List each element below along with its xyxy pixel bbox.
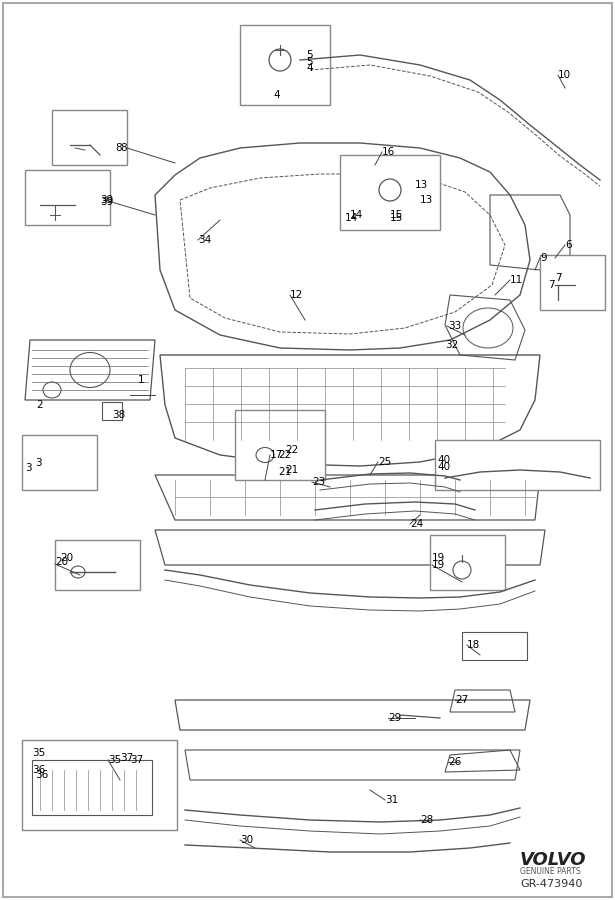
Text: 8: 8 (115, 143, 122, 153)
Text: 38: 38 (112, 410, 125, 420)
Text: 33: 33 (448, 321, 461, 331)
Text: 34: 34 (198, 235, 211, 245)
Text: 15: 15 (390, 210, 403, 220)
Text: 13: 13 (420, 195, 433, 205)
Text: 17: 17 (270, 450, 284, 460)
Text: 13: 13 (415, 180, 428, 190)
FancyBboxPatch shape (430, 535, 505, 590)
Text: 32: 32 (445, 340, 458, 350)
FancyBboxPatch shape (102, 402, 122, 420)
Text: VOLVO: VOLVO (520, 851, 587, 869)
Text: 31: 31 (385, 795, 399, 805)
FancyBboxPatch shape (22, 740, 177, 830)
FancyBboxPatch shape (22, 435, 97, 490)
Text: 14: 14 (350, 210, 363, 220)
Text: 21: 21 (278, 467, 292, 477)
Text: 18: 18 (467, 640, 480, 650)
Text: 39: 39 (100, 195, 113, 205)
Text: 23: 23 (312, 477, 325, 487)
FancyBboxPatch shape (55, 540, 140, 590)
Text: 11: 11 (510, 275, 523, 285)
Text: 30: 30 (240, 835, 253, 845)
Text: 35: 35 (32, 748, 46, 758)
Text: 3: 3 (25, 463, 31, 473)
Text: 20: 20 (55, 557, 68, 567)
Text: 20: 20 (60, 553, 73, 563)
Text: 1: 1 (138, 375, 145, 385)
Text: 5: 5 (306, 57, 312, 67)
FancyBboxPatch shape (340, 155, 440, 230)
Text: 10: 10 (558, 70, 571, 80)
Text: 5: 5 (306, 50, 312, 60)
Text: 24: 24 (410, 519, 423, 529)
Text: 19: 19 (432, 560, 445, 570)
FancyBboxPatch shape (52, 110, 127, 165)
Text: 40: 40 (437, 462, 450, 472)
Text: 14: 14 (345, 213, 359, 223)
Text: 7: 7 (555, 273, 561, 283)
Text: 36: 36 (35, 770, 48, 780)
Text: 7: 7 (548, 280, 555, 290)
Text: GR-473940: GR-473940 (520, 879, 582, 889)
Text: 25: 25 (378, 457, 391, 467)
FancyBboxPatch shape (3, 3, 612, 897)
FancyBboxPatch shape (462, 632, 527, 660)
Text: 8: 8 (120, 143, 127, 153)
Text: 29: 29 (388, 713, 401, 723)
FancyBboxPatch shape (540, 255, 605, 310)
FancyBboxPatch shape (32, 760, 152, 815)
Text: 40: 40 (437, 455, 450, 465)
Text: 2: 2 (36, 400, 42, 410)
FancyBboxPatch shape (435, 440, 600, 490)
Text: 26: 26 (448, 757, 461, 767)
Text: 35: 35 (108, 755, 121, 765)
Text: 37: 37 (120, 753, 133, 763)
Text: 4: 4 (306, 63, 312, 73)
Text: 9: 9 (540, 253, 547, 263)
Text: 4: 4 (273, 90, 280, 100)
Text: 3: 3 (35, 458, 42, 468)
Text: 22: 22 (285, 445, 298, 455)
Text: 16: 16 (382, 147, 395, 157)
FancyBboxPatch shape (235, 410, 325, 480)
Text: 39: 39 (100, 197, 113, 207)
Text: 19: 19 (432, 553, 445, 563)
Text: 12: 12 (290, 290, 303, 300)
Text: 21: 21 (285, 465, 298, 475)
Text: 36: 36 (32, 765, 46, 775)
FancyBboxPatch shape (25, 170, 110, 225)
FancyBboxPatch shape (240, 25, 330, 105)
Text: 37: 37 (130, 755, 143, 765)
Text: 27: 27 (455, 695, 468, 705)
Text: GENUINE PARTS: GENUINE PARTS (520, 868, 581, 877)
Text: 15: 15 (390, 213, 403, 223)
Text: 6: 6 (565, 240, 571, 250)
Text: 22: 22 (278, 450, 292, 460)
Text: 28: 28 (420, 815, 433, 825)
